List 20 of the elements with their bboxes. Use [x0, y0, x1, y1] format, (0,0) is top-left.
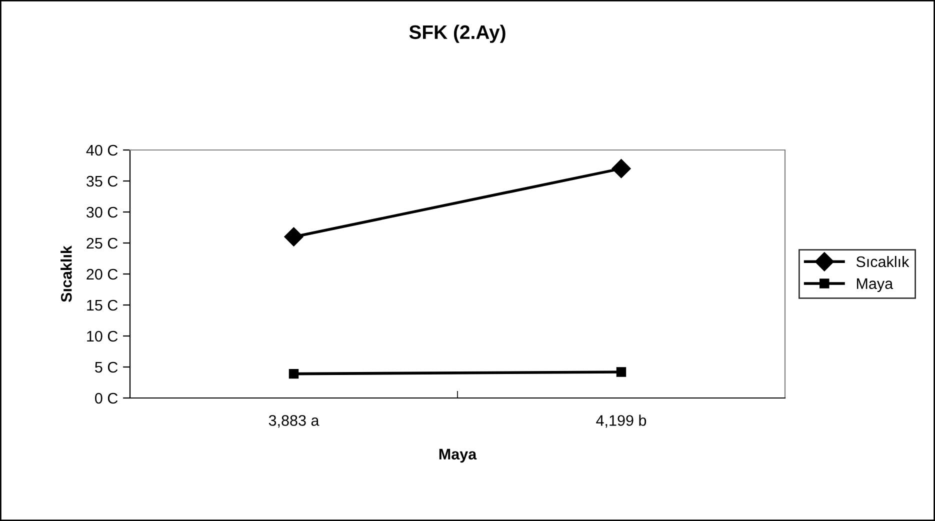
point	[284, 227, 304, 246]
y-tick-label: 10 C	[87, 330, 118, 342]
y-tick-label: 30 C	[86, 206, 118, 218]
y-tick-label: 35 C	[86, 176, 118, 187]
x-tick-label: 4,199 b	[596, 414, 646, 428]
point	[616, 367, 626, 377]
legend-label: Maya	[856, 278, 894, 292]
y-tick-label: 0 C	[95, 392, 118, 404]
point	[288, 368, 299, 379]
y-axis-title: Sıcaklık	[60, 246, 72, 302]
y-tick-label: 20 C	[86, 268, 118, 280]
point	[612, 159, 631, 178]
y-tick-label: 25 C	[86, 238, 118, 249]
legend-label: Sıcaklık	[856, 256, 910, 268]
x-axis-title: Maya	[439, 448, 477, 463]
y-tick-label: 5 C	[95, 362, 118, 373]
y-tick-label: 15 C	[87, 300, 118, 311]
x-tick-label: 3,883 a	[268, 415, 320, 428]
y-tick-label: 40 C	[86, 144, 118, 156]
chart-title: SFK (2.Ay)	[409, 24, 506, 43]
